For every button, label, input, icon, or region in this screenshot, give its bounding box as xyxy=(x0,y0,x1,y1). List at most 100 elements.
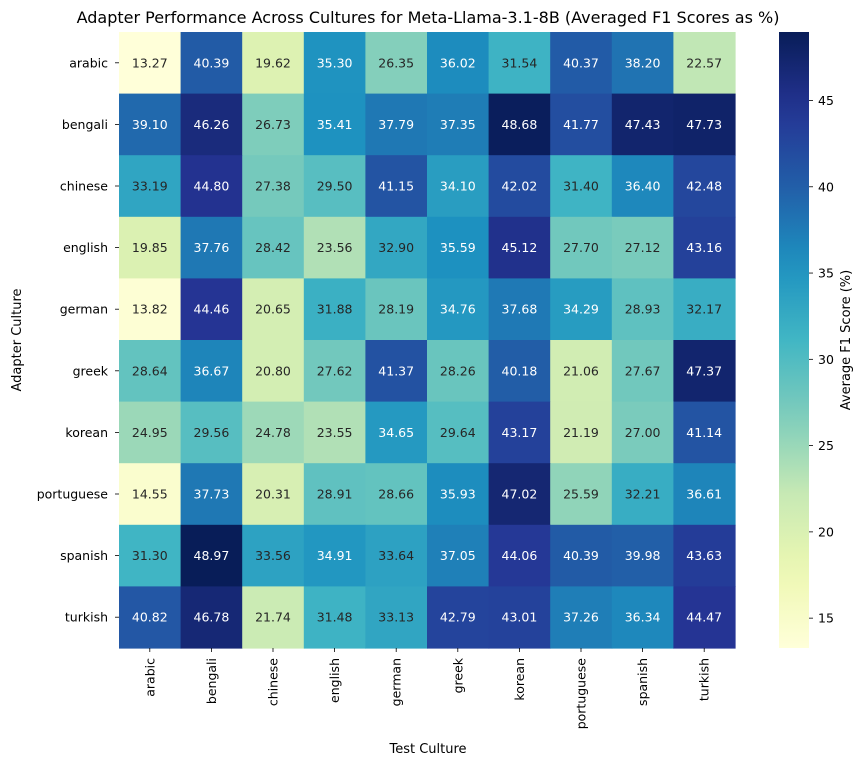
cell-value-label: 40.82 xyxy=(132,610,168,625)
heatmap-cell xyxy=(303,586,366,649)
cell-value-label: 40.39 xyxy=(194,55,230,70)
colorbar-tick-label: 45 xyxy=(818,93,834,108)
cell-value-label: 43.63 xyxy=(686,548,722,563)
heatmap-cell xyxy=(119,524,182,587)
cell-value-label: 47.37 xyxy=(686,363,722,378)
heatmap-cell xyxy=(303,216,366,279)
heatmap-cell xyxy=(611,340,674,403)
cell-value-label: 42.48 xyxy=(686,179,722,194)
heatmap-cell xyxy=(180,463,243,526)
heatmap-cell xyxy=(488,463,551,526)
cell-value-label: 20.80 xyxy=(255,363,291,378)
heatmap-cell xyxy=(119,155,182,218)
cell-value-label: 23.55 xyxy=(317,425,353,440)
heatmap-cell xyxy=(550,155,613,218)
colorbar-ticks: 15 20 25 30 35 40 45 xyxy=(809,93,834,626)
cell-value-label: 36.34 xyxy=(625,610,661,625)
heatmap-cell xyxy=(365,340,428,403)
cell-value-label: 13.27 xyxy=(132,55,168,70)
heatmap-cell xyxy=(242,524,305,587)
y-tick-label: bengali xyxy=(62,117,108,132)
heatmap-cell xyxy=(119,216,182,279)
heatmap-cell xyxy=(488,93,551,156)
cell-value-label: 34.91 xyxy=(317,548,353,563)
cell-value-label: 33.13 xyxy=(378,610,414,625)
heatmap-cell xyxy=(488,340,551,403)
heatmap-cell xyxy=(427,216,490,279)
heatmap-cell xyxy=(180,586,243,649)
heatmap-cell xyxy=(180,155,243,218)
heatmap-cell xyxy=(303,401,366,464)
heatmap-cell xyxy=(673,524,736,587)
cell-value-label: 25.59 xyxy=(563,487,599,502)
cell-value-label: 41.77 xyxy=(563,117,599,132)
heatmap-cell xyxy=(673,586,736,649)
x-tick-label: german xyxy=(389,658,404,706)
cell-value-label: 28.64 xyxy=(132,363,168,378)
cell-value-label: 36.67 xyxy=(194,363,230,378)
cell-value-label: 42.79 xyxy=(440,610,476,625)
cell-value-label: 31.88 xyxy=(317,302,353,317)
cell-value-label: 41.15 xyxy=(378,179,414,194)
heatmap-cell xyxy=(303,463,366,526)
heatmap-cell xyxy=(488,278,551,341)
heatmap-cell xyxy=(488,32,551,95)
heatmap-cell xyxy=(180,93,243,156)
colorbar-tick-label: 15 xyxy=(818,611,834,626)
heatmap-cell xyxy=(365,586,428,649)
heatmap-cell xyxy=(611,32,674,95)
x-tick-label: korean xyxy=(512,658,527,701)
x-tick-label: greek xyxy=(450,657,465,693)
cell-value-label: 27.67 xyxy=(625,363,661,378)
heatmap-cell xyxy=(242,340,305,403)
heatmap-cell xyxy=(427,463,490,526)
heatmap-cell xyxy=(365,278,428,341)
cell-value-label: 47.43 xyxy=(625,117,661,132)
heatmap-cell xyxy=(242,155,305,218)
heatmap-cell xyxy=(427,586,490,649)
heatmap-cell xyxy=(488,524,551,587)
x-tick-labels: arabic bengali chinese english german greek ko… xyxy=(142,648,712,729)
heatmap-cell xyxy=(550,278,613,341)
cell-value-label: 34.10 xyxy=(440,179,476,194)
cell-value-label: 47.02 xyxy=(502,487,538,502)
heatmap-cell xyxy=(303,340,366,403)
cell-value-label: 40.18 xyxy=(502,363,538,378)
cell-value-label: 19.62 xyxy=(255,55,291,70)
cell-value-label: 45.12 xyxy=(502,240,538,255)
y-tick-label: turkish xyxy=(65,610,108,625)
cell-value-label: 34.29 xyxy=(563,302,599,317)
x-tick-label: english xyxy=(327,658,342,703)
heatmap-cell xyxy=(611,93,674,156)
heatmap-cell xyxy=(673,216,736,279)
heatmap-cell xyxy=(365,401,428,464)
heatmap-cell xyxy=(427,155,490,218)
cell-value-label: 43.16 xyxy=(686,240,722,255)
heatmap-cell xyxy=(550,216,613,279)
heatmap-cell xyxy=(365,32,428,95)
x-tick-label: arabic xyxy=(142,658,157,697)
cell-value-label: 31.40 xyxy=(563,179,599,194)
heatmap-cell xyxy=(180,524,243,587)
x-tick-label: bengali xyxy=(204,658,219,704)
y-tick-label: korean xyxy=(65,425,108,440)
heatmap-cell xyxy=(550,401,613,464)
cell-value-label: 36.02 xyxy=(440,55,476,70)
heatmap-cell xyxy=(303,278,366,341)
heatmap-cell xyxy=(550,93,613,156)
cell-value-label: 35.30 xyxy=(317,55,353,70)
heatmap-cell xyxy=(427,524,490,587)
cell-value-label: 44.47 xyxy=(686,610,722,625)
cell-value-label: 37.73 xyxy=(194,487,230,502)
cell-value-label: 31.54 xyxy=(502,55,538,70)
cell-value-label: 19.85 xyxy=(132,240,168,255)
heatmap-cell xyxy=(550,463,613,526)
cell-value-label: 26.35 xyxy=(378,55,414,70)
cell-value-label: 28.42 xyxy=(255,240,291,255)
cell-value-label: 39.10 xyxy=(132,117,168,132)
heatmap-cell xyxy=(242,93,305,156)
cell-value-label: 13.82 xyxy=(132,302,168,317)
colorbar-tick-label: 20 xyxy=(818,524,834,539)
y-tick-label: greek xyxy=(73,363,109,378)
